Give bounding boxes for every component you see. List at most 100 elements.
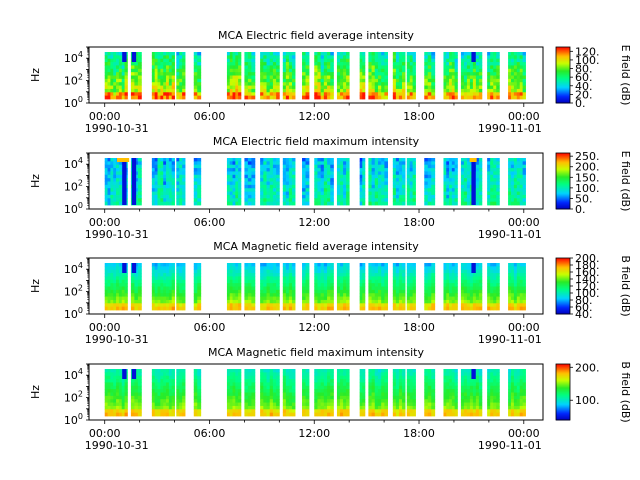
- data-block: [176, 369, 186, 417]
- data-block: [336, 52, 350, 100]
- y-axis-label: Hz: [29, 279, 42, 293]
- data-block: [424, 158, 436, 206]
- y-axis-label: Hz: [29, 174, 42, 188]
- colorbar: 0.20.40.60.80.100.120. E field (dB): [555, 45, 632, 110]
- data-block: [244, 263, 256, 311]
- colorbar-tick-label: 120.: [575, 45, 600, 58]
- data-block: [260, 263, 280, 311]
- data-block: [314, 263, 334, 311]
- colorbar-label: B field (dB): [619, 255, 632, 316]
- data-block: [244, 158, 256, 206]
- interference-streak: [471, 158, 476, 205]
- panel-3: MCA Magnetic field average intensity Hz 10…: [29, 240, 632, 346]
- colorbar-tick-label: 120.: [575, 280, 600, 293]
- x-tick-label: 00:00: [89, 216, 121, 229]
- x-tick-label: 06:00: [194, 321, 226, 334]
- x-tick-label: 00:00: [508, 216, 540, 229]
- colorbar-tick-label: 160.: [575, 266, 600, 279]
- y-tick-label: 102: [64, 284, 83, 299]
- y-ticks: 100 102 104: [64, 363, 89, 427]
- data-block: [226, 158, 242, 206]
- spectrogram-data: [104, 52, 526, 100]
- colorbar-tick-label: 100.: [575, 287, 600, 300]
- data-block: [359, 52, 366, 100]
- data-block: [443, 369, 458, 417]
- interference-streak: [471, 369, 476, 379]
- intensity-peak: [469, 158, 477, 162]
- data-block: [244, 369, 256, 417]
- data-block: [302, 369, 310, 417]
- data-block: [151, 263, 175, 311]
- data-block: [336, 369, 350, 417]
- data-block: [359, 263, 366, 311]
- x-tick-label: 00:00: [89, 110, 121, 123]
- y-ticks: 100 102 104: [64, 257, 89, 321]
- colorbar-tick-label: 100.: [575, 54, 600, 67]
- colorbar: 40.60.80.100.120.140.160.180.200. B field…: [555, 252, 632, 321]
- data-block: [460, 263, 483, 311]
- data-block: [424, 369, 436, 417]
- y-tick-label: 104: [64, 261, 83, 276]
- data-block: [302, 158, 310, 206]
- x-tick-label: 06:00: [194, 110, 226, 123]
- colorbar-tick-label: 20.: [575, 88, 593, 101]
- data-block: [359, 158, 366, 206]
- x-tick-label: 00:00: [89, 427, 121, 440]
- colorbar-tick-label: 200.: [575, 161, 600, 174]
- colorbar-tick-label: 200.: [575, 252, 600, 265]
- interference-streak: [471, 263, 476, 273]
- x-date-label: 1990-11-01: [478, 122, 542, 135]
- data-block: [392, 158, 406, 206]
- data-block: [336, 158, 350, 206]
- data-block: [359, 369, 366, 417]
- data-block: [260, 369, 280, 417]
- x-tick-label: 00:00: [508, 110, 540, 123]
- data-block: [226, 369, 242, 417]
- data-block: [314, 158, 334, 206]
- colorbar-tick-label: 250.: [575, 150, 600, 163]
- data-block: [406, 52, 416, 100]
- data-block: [176, 158, 186, 206]
- data-block: [406, 263, 416, 311]
- data-block: [314, 369, 334, 417]
- y-ticks: 100 102 104: [64, 46, 89, 110]
- data-block: [282, 52, 296, 100]
- colorbar: 0.50.100.150.200.250. E field (dB): [555, 150, 632, 216]
- y-tick-label: 100: [64, 412, 83, 427]
- data-block: [487, 369, 500, 417]
- data-block: [368, 52, 388, 100]
- colorbar-tick-label: 80.: [575, 63, 593, 76]
- chart-title: MCA Electric field maximum intensity: [213, 135, 420, 148]
- data-block: [406, 369, 416, 417]
- x-tick-label: 12:00: [298, 110, 330, 123]
- data-block: [424, 52, 436, 100]
- data-block: [392, 52, 406, 100]
- data-block: [226, 263, 242, 311]
- x-date-label: 1990-11-01: [478, 333, 542, 346]
- data-block: [226, 52, 242, 100]
- x-tick-label: 12:00: [298, 216, 330, 229]
- interference-streak: [122, 369, 127, 379]
- colorbar-label: E field (dB): [619, 151, 632, 212]
- data-block: [508, 158, 526, 206]
- x-tick-label: 00:00: [89, 321, 121, 334]
- data-block: [368, 263, 388, 311]
- x-tick-label: 12:00: [298, 427, 330, 440]
- data-block: [104, 369, 128, 417]
- x-tick-label: 00:00: [508, 321, 540, 334]
- colorbar-tick-label: 200.: [575, 361, 600, 374]
- y-axis-label: Hz: [29, 385, 42, 399]
- colorbar-tick-label: 100.: [575, 182, 600, 195]
- x-date-label: 1990-10-31: [85, 333, 149, 346]
- data-block: [193, 263, 202, 311]
- y-tick-label: 104: [64, 156, 83, 171]
- y-tick-label: 102: [64, 73, 83, 88]
- colorbar-tick-label: 150.: [575, 171, 600, 184]
- x-tick-label: 18:00: [403, 216, 435, 229]
- data-block: [314, 52, 334, 100]
- interference-streak: [131, 52, 137, 62]
- data-block: [130, 263, 142, 311]
- x-date-label: 1990-10-31: [85, 228, 149, 241]
